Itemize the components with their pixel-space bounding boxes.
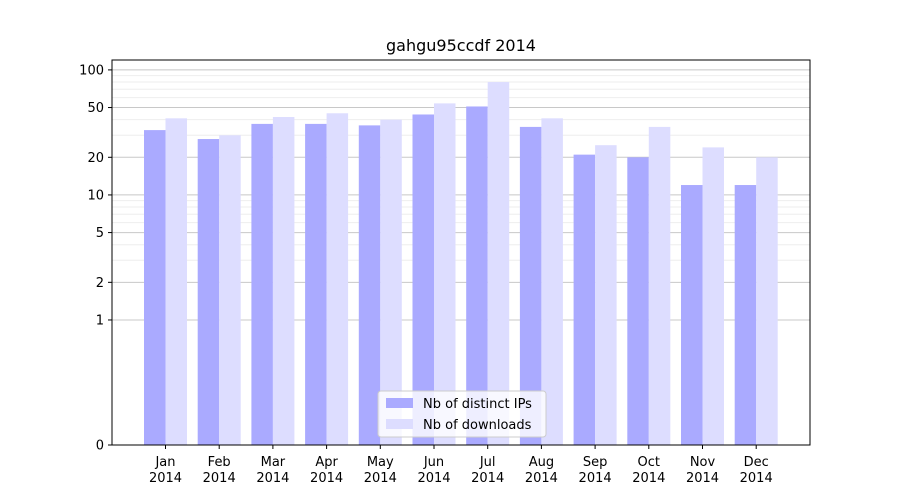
x-tick-label-year: 2014 [149, 471, 182, 486]
bar-downloads [272, 117, 295, 445]
x-tick-label-month: Apr [315, 455, 338, 470]
bar-downloads [165, 118, 187, 445]
y-tick-label: 5 [96, 226, 104, 241]
bar-ips [627, 157, 649, 445]
y-tick-label: 1 [96, 313, 104, 328]
x-tick-label-year: 2014 [632, 471, 665, 486]
bar-downloads [702, 147, 724, 446]
x-tick-label-year: 2014 [740, 471, 773, 486]
bar-downloads [487, 82, 510, 445]
x-axis: Jan2014Feb2014Mar2014Apr2014May2014Jun20… [149, 445, 773, 486]
x-tick-label-month: Oct [638, 455, 660, 470]
x-tick-label-month: Dec [744, 455, 769, 470]
bar-ips [734, 185, 757, 445]
bar-ips [519, 126, 542, 446]
x-tick-label-year: 2014 [579, 471, 612, 486]
x-tick-label-year: 2014 [310, 471, 343, 486]
bar-downloads [756, 157, 778, 445]
bar-downloads [219, 135, 241, 445]
bar-ips [251, 123, 273, 445]
legend-swatch-ips [386, 398, 413, 408]
bar-downloads [326, 113, 349, 445]
bar-downloads [434, 103, 456, 446]
bars [144, 82, 778, 446]
bar-ips [681, 185, 703, 445]
legend: Nb of distinct IPs Nb of downloads [377, 390, 547, 438]
x-tick-label-year: 2014 [686, 471, 719, 486]
x-tick-label-month: Nov [690, 455, 716, 470]
x-tick-label-month: Mar [261, 455, 286, 470]
bar-downloads [380, 119, 402, 446]
x-tick-label-month: Sep [583, 455, 608, 470]
x-tick-label-year: 2014 [364, 471, 397, 486]
bar-ips [412, 114, 434, 445]
chart-title: gahgu95ccdf 2014 [386, 36, 536, 55]
plot-frame [111, 59, 811, 446]
y-tick-label: 0 [96, 439, 104, 454]
bar-downloads [541, 118, 563, 445]
y-tick-label: 50 [87, 101, 104, 116]
legend-label-downloads: Nb of downloads [423, 418, 532, 433]
x-tick-label-year: 2014 [471, 471, 504, 486]
x-tick-label-month: Aug [529, 455, 554, 470]
x-tick-label-month: Feb [208, 455, 231, 470]
bar-ips [358, 125, 381, 445]
y-tick-label: 10 [87, 188, 104, 203]
legend-label-ips: Nb of distinct IPs [423, 397, 532, 412]
x-tick-label-month: May [367, 455, 394, 470]
bar-ips [197, 139, 220, 445]
x-tick-label-month: Jul [479, 455, 496, 470]
x-tick-label-year: 2014 [525, 471, 558, 486]
bar-ips [144, 130, 166, 445]
bar-ips [466, 106, 488, 445]
x-tick-label-year: 2014 [256, 471, 289, 486]
x-tick-label-year: 2014 [417, 471, 450, 486]
y-axis: 0 1 2 5 10 20 50 100 [79, 63, 112, 454]
x-tick-label-month: Jan [154, 455, 175, 470]
legend-box [377, 390, 547, 438]
x-tick-label-month: Jun [423, 455, 444, 470]
y-tick-label: 100 [79, 63, 104, 78]
bar-ips [305, 123, 327, 445]
y-tick-label: 20 [87, 151, 104, 166]
bar-downloads [595, 145, 617, 445]
x-tick-label-year: 2014 [203, 471, 236, 486]
bar-downloads [648, 126, 671, 446]
bar-ips [573, 154, 596, 446]
y-tick-label: 2 [96, 276, 104, 291]
legend-swatch-downloads [386, 419, 413, 429]
